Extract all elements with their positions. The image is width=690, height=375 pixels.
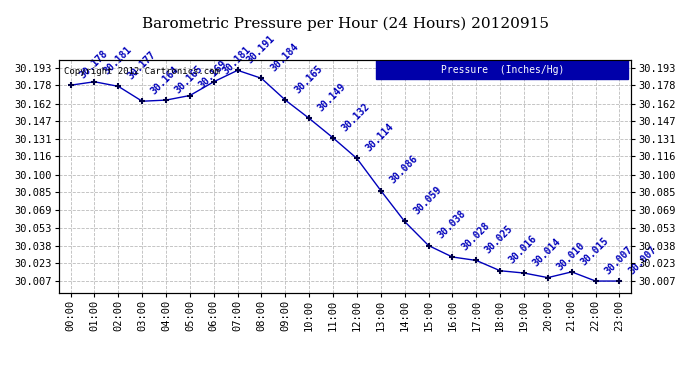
Text: Pressure  (Inches/Hg): Pressure (Inches/Hg) xyxy=(441,65,564,75)
Text: 30.025: 30.025 xyxy=(483,224,515,255)
Text: 30.010: 30.010 xyxy=(555,241,586,273)
Text: 30.114: 30.114 xyxy=(364,122,396,153)
Text: 30.028: 30.028 xyxy=(460,220,491,252)
Text: 30.014: 30.014 xyxy=(531,236,563,268)
Text: 30.132: 30.132 xyxy=(340,101,372,133)
Text: 30.169: 30.169 xyxy=(197,58,229,90)
Text: Barometric Pressure per Hour (24 Hours) 20120915: Barometric Pressure per Hour (24 Hours) … xyxy=(141,17,549,31)
Text: 30.184: 30.184 xyxy=(268,41,300,74)
Text: 30.178: 30.178 xyxy=(77,48,110,80)
Text: 30.149: 30.149 xyxy=(316,81,348,114)
Text: 30.016: 30.016 xyxy=(507,234,539,266)
Text: 30.165: 30.165 xyxy=(293,63,324,95)
Text: 30.165: 30.165 xyxy=(173,63,205,95)
Text: 30.191: 30.191 xyxy=(244,33,277,65)
Text: 30.086: 30.086 xyxy=(388,154,420,186)
Text: 30.015: 30.015 xyxy=(579,235,611,267)
Text: 30.059: 30.059 xyxy=(412,184,444,216)
Text: 30.177: 30.177 xyxy=(126,50,157,81)
Text: 30.007: 30.007 xyxy=(602,244,635,276)
Text: 30.038: 30.038 xyxy=(435,209,467,241)
FancyBboxPatch shape xyxy=(377,60,629,79)
Text: 30.181: 30.181 xyxy=(221,45,253,77)
Text: 30.181: 30.181 xyxy=(101,45,133,77)
Text: Copyright 2012 Cartronics.com: Copyright 2012 Cartronics.com xyxy=(64,67,220,76)
Text: 30.007: 30.007 xyxy=(627,244,658,276)
Text: 30.164: 30.164 xyxy=(149,64,181,96)
